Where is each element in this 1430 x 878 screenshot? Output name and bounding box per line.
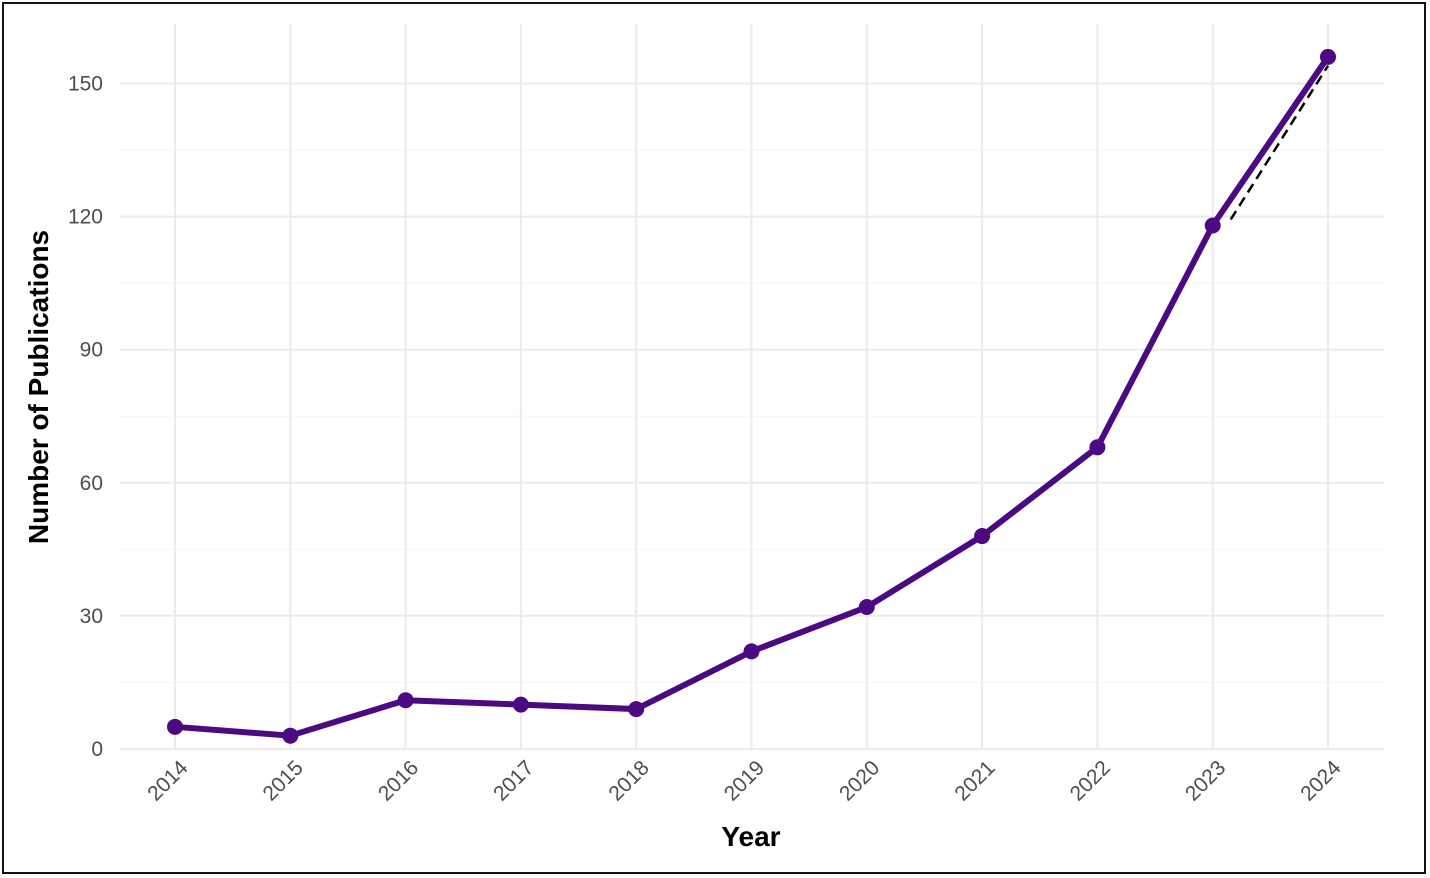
x-tick-label: 2021 (950, 756, 999, 805)
x-tick-label: 2019 (720, 756, 769, 805)
data-point (974, 528, 991, 545)
data-point (282, 727, 299, 744)
y-tick-label: 0 (91, 738, 103, 761)
x-tick-label: 2017 (489, 756, 538, 805)
x-tick-label: 2022 (1066, 756, 1115, 805)
grid (120, 24, 1384, 750)
x-axis-title: Year (721, 821, 780, 852)
y-tick-label: 120 (68, 206, 103, 229)
y-tick-label: 150 (68, 72, 103, 95)
x-axis-ticks: 2014 2015 2016 2017 2018 2019 2020 2021 2022 2023… (143, 756, 1346, 806)
data-point (858, 599, 875, 616)
y-axis-title: Number of Publications (23, 230, 54, 544)
y-tick-label: 30 (80, 605, 103, 628)
data-point (1089, 439, 1106, 456)
y-tick-label: 60 (80, 472, 103, 495)
data-point (167, 718, 183, 735)
data-points (167, 48, 1336, 744)
data-point (743, 643, 760, 660)
data-point (1204, 217, 1221, 234)
y-axis-ticks: 0 30 60 90 120 150 (68, 72, 103, 761)
trend-dashed-line (1229, 65, 1330, 221)
x-tick-label: 2015 (259, 756, 308, 805)
x-tick-label: 2024 (1296, 756, 1346, 806)
x-tick-label: 2023 (1181, 756, 1230, 805)
trend (1229, 65, 1330, 221)
x-tick-label: 2018 (604, 756, 653, 805)
data-point (1320, 48, 1336, 65)
data-point (628, 701, 645, 718)
y-tick-label: 90 (80, 339, 103, 362)
x-tick-label: 2016 (374, 756, 423, 805)
x-tick-label: 2020 (835, 756, 884, 805)
data-point (512, 696, 529, 713)
x-tick-label: 2014 (143, 756, 193, 806)
data-point (397, 692, 414, 709)
